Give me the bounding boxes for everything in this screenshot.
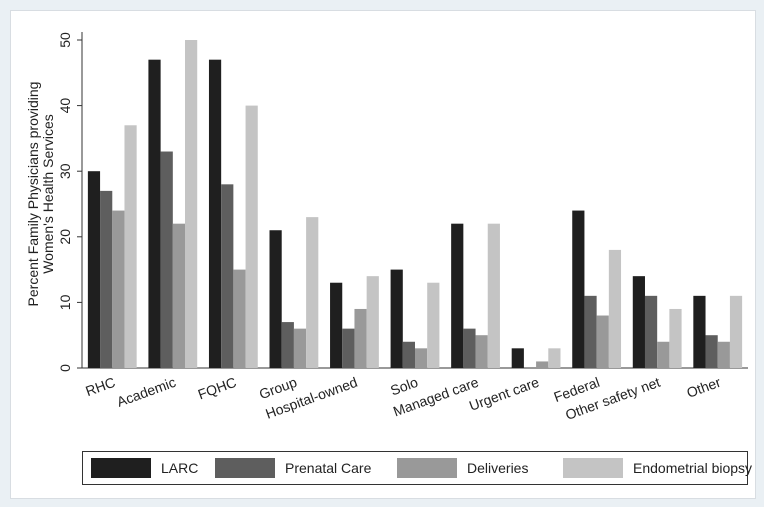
- bar: [487, 223, 500, 368]
- bar: [330, 282, 343, 368]
- legend-label: Prenatal Care: [285, 460, 372, 476]
- y-tick-label: 30: [57, 163, 73, 179]
- bar: [100, 190, 113, 368]
- legend-item: Endometrial biopsy: [563, 452, 752, 484]
- x-category-label: FQHC: [196, 374, 239, 403]
- legend-swatch: [563, 458, 623, 478]
- legend-swatch: [91, 458, 151, 478]
- bar: [475, 335, 488, 368]
- bar: [269, 230, 282, 368]
- x-category-label: Urgent care: [467, 374, 541, 414]
- bar: [185, 40, 198, 368]
- bar: [427, 282, 440, 368]
- y-tick-label: 50: [57, 32, 73, 48]
- bar: [729, 295, 743, 368]
- bar: [717, 341, 730, 368]
- bar: [281, 322, 294, 368]
- bar: [669, 308, 682, 368]
- bar: [124, 125, 137, 368]
- bar: [584, 295, 597, 368]
- bar: [415, 348, 428, 368]
- bar: [536, 361, 549, 368]
- bar: [693, 295, 706, 368]
- legend-swatch: [397, 458, 457, 478]
- legend-swatch: [215, 458, 275, 478]
- bar: [160, 151, 173, 368]
- legend-item: Deliveries: [397, 452, 528, 484]
- legend-item: LARC: [91, 452, 198, 484]
- bar: [148, 59, 161, 369]
- bar: [87, 171, 101, 368]
- bar: [366, 276, 379, 368]
- bar: [705, 335, 718, 368]
- legend-item: Prenatal Care: [215, 452, 371, 484]
- bar: [644, 295, 658, 368]
- bar: [293, 328, 307, 368]
- legend: LARC Prenatal Care Deliveries Endometrial b…: [82, 451, 752, 485]
- legend-label: Endometrial biopsy: [633, 460, 753, 476]
- bar: [245, 105, 258, 368]
- x-category-label: RHC: [83, 374, 117, 399]
- bar: [608, 249, 622, 368]
- x-category-label: Other: [684, 374, 723, 401]
- y-axis-title-line: Percent Family Physicians providing: [25, 82, 41, 307]
- y-tick-label: 10: [57, 294, 73, 310]
- bar: [390, 269, 403, 368]
- bar: [596, 315, 609, 368]
- bar: [172, 223, 186, 368]
- bar: [221, 184, 234, 368]
- bar: [511, 348, 524, 368]
- bar: [572, 210, 585, 368]
- bar: [306, 217, 319, 368]
- bar: [233, 269, 246, 368]
- bar: [451, 223, 464, 368]
- bar: [354, 308, 367, 368]
- bar: [657, 341, 670, 368]
- y-tick-label: 20: [57, 229, 73, 245]
- y-axis-title-line: Women's Health Services: [40, 114, 56, 274]
- y-tick-label: 0: [57, 364, 73, 372]
- bar: [463, 328, 476, 368]
- y-tick-label: 40: [57, 98, 73, 114]
- bar: [402, 341, 415, 368]
- bar: [112, 210, 125, 368]
- bar: [548, 348, 561, 368]
- bar: [632, 276, 645, 368]
- x-category-label: Academic: [115, 374, 178, 410]
- y-axis-title: Percent Family Physicians providingWomen…: [25, 82, 56, 307]
- bar: [208, 59, 222, 369]
- legend-label: Deliveries: [467, 460, 529, 476]
- bar: [342, 328, 355, 368]
- legend-label: LARC: [161, 460, 199, 476]
